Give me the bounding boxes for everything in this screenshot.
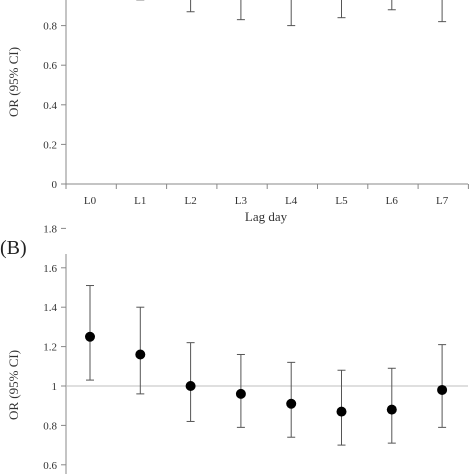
panel-a: OR (95% CI) Lag day 00.20.40.60.81L0L1L2… <box>6 0 469 224</box>
panel-a-x-tick-label: L7 <box>436 195 449 207</box>
panel-b-point-l5 <box>336 406 347 417</box>
panel-b-y-axis-title: OR (95% CI) <box>6 350 21 420</box>
panel-b-y-tick-label: 1.4 <box>43 302 57 314</box>
panel-a-x-tick-label: L3 <box>235 195 248 207</box>
panel-b-label: (B) <box>0 237 27 259</box>
panel-a-y-axis-title: OR (95% CI) <box>6 47 21 117</box>
panel-b-y-tick-label: 1 <box>52 381 58 393</box>
panel-b-y-tick-label: 0.6 <box>43 460 57 472</box>
panel-b-point-l6 <box>386 404 397 415</box>
panel-b-point-l7 <box>437 384 448 395</box>
panel-b-point-l3 <box>235 388 246 399</box>
panel-a-y-tick-label: 0.8 <box>43 21 57 33</box>
panel-a-y-tick-label: 0 <box>52 179 58 191</box>
panel-a-x-tick-label: L0 <box>84 195 97 207</box>
panel-b-point-l0 <box>85 331 95 342</box>
panel-a-x-tick-label: L6 <box>386 195 399 207</box>
panel-a-x-tick-label: L2 <box>184 195 196 207</box>
panel-b-y-tick-label: 1.2 <box>43 342 57 354</box>
panel-a-x-tick-label: L4 <box>285 195 298 207</box>
panel-b-y-tick-label: 0.8 <box>43 420 57 432</box>
panel-b-y-tick-label: 1.6 <box>43 263 57 275</box>
panel-a-y-tick-label: 0.6 <box>43 60 57 72</box>
panel-a-y-tick-label: 0.4 <box>43 100 57 112</box>
panel-a-x-tick-label: L5 <box>335 195 348 207</box>
panel-b: (B) OR (95% CI) 0.6 0.8 1 1.2 1.4 1.6 1.8 <box>0 223 468 474</box>
panel-a-x-tick-label: L1 <box>134 195 146 207</box>
panel-a-x-axis-title: Lag day <box>245 209 288 224</box>
panel-b-point-l1 <box>135 349 146 360</box>
panel-b-y-tick-label: 1.8 <box>43 223 57 235</box>
panel-a-y-tick-label: 0.2 <box>43 139 57 151</box>
panel-b-point-l2 <box>185 381 196 391</box>
panel-b-point-l4 <box>286 398 297 409</box>
